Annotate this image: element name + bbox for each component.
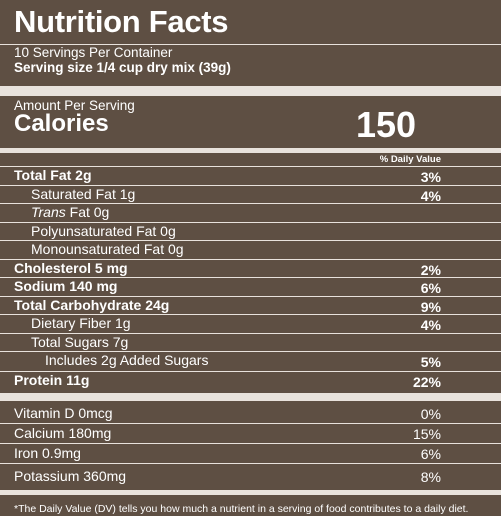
nutrient-dv: 22% bbox=[412, 374, 441, 390]
vitamin-row-iron: Iron 0.9mg 6% bbox=[0, 443, 501, 463]
calories-row: Calories 150 bbox=[0, 104, 501, 145]
nutrient-row-cholesterol: Cholesterol 5 mg 2% bbox=[0, 258, 501, 278]
daily-value-header: % Daily Value bbox=[379, 154, 441, 165]
nutrient-row-dietary-fiber: Dietary Fiber 1g 4% bbox=[0, 314, 501, 333]
nutrient-dv: 2% bbox=[420, 261, 441, 278]
nutrient-name: Dietary Fiber 1g bbox=[31, 315, 131, 331]
nutrient-row-added-sugars: Includes 2g Added Sugars 5% bbox=[0, 351, 501, 371]
nutrient-name: Protein 11g bbox=[14, 372, 90, 388]
nutrient-name: Total Sugars 7g bbox=[31, 333, 129, 350]
protein-divider bbox=[0, 393, 501, 401]
thick-divider bbox=[0, 86, 501, 96]
nutrient-row-total-fat: Total Fat 2g 3% bbox=[0, 166, 501, 185]
calories-label: Calories bbox=[14, 110, 109, 137]
trans-italic: Trans bbox=[31, 204, 66, 220]
daily-value-footnote: *The Daily Value (DV) tells you how much… bbox=[14, 503, 469, 528]
title-divider bbox=[0, 44, 501, 45]
vitamin-dv: 6% bbox=[420, 446, 441, 462]
nutrient-name: Cholesterol 5 mg bbox=[14, 259, 128, 276]
vitamin-row-calcium: Calcium 180mg 15% bbox=[0, 423, 501, 443]
vitamin-name: Potassium 360mg bbox=[14, 468, 127, 484]
nutrient-dv: 5% bbox=[420, 354, 441, 370]
vitamin-dv: 8% bbox=[420, 469, 441, 485]
nutrient-row-saturated-fat: Saturated Fat 1g 4% bbox=[0, 184, 501, 204]
vitamins-section: Vitamin D 0mcg 0% Calcium 180mg 15% Iron… bbox=[0, 404, 501, 488]
servings-per-container: 10 Servings Per Container bbox=[14, 45, 173, 60]
nutrient-name: Trans Fat 0g bbox=[31, 204, 109, 221]
nutrient-name: Total Carbohydrate 24g bbox=[14, 296, 170, 313]
calories-divider bbox=[0, 148, 501, 153]
nutrient-name: Total Fat 2g bbox=[14, 167, 92, 183]
nutrient-dv: 9% bbox=[420, 298, 441, 315]
nutrient-row-total-carbohydrate: Total Carbohydrate 24g 9% bbox=[0, 295, 501, 315]
nutrient-dv: 3% bbox=[420, 169, 441, 185]
nutrient-row-protein: Protein 11g 22% bbox=[0, 371, 501, 391]
nutrient-row-polyunsaturated-fat: Polyunsaturated Fat 0g bbox=[0, 221, 501, 241]
nutrient-dv: 6% bbox=[420, 280, 441, 296]
trans-rest: Fat 0g bbox=[65, 204, 110, 220]
vitamin-name: Iron 0.9mg bbox=[14, 445, 81, 461]
vitamin-dv: 0% bbox=[420, 406, 441, 422]
nutrient-name: Saturated Fat 1g bbox=[31, 185, 136, 202]
vitamin-row-vitamin-d: Vitamin D 0mcg 0% bbox=[0, 404, 501, 423]
serving-size: Serving size 1/4 cup dry mix (39g) bbox=[14, 60, 231, 75]
label-title: Nutrition Facts bbox=[14, 4, 229, 39]
nutrient-dv: 4% bbox=[420, 317, 441, 333]
nutrient-row-monounsaturated-fat: Monounsaturated Fat 0g bbox=[0, 240, 501, 259]
nutrient-row-total-sugars: Total Sugars 7g bbox=[0, 332, 501, 352]
nutrition-facts-label: Nutrition Facts 10 Servings Per Containe… bbox=[0, 0, 501, 516]
vitamin-row-potassium: Potassium 360mg 8% bbox=[0, 463, 501, 488]
calories-value: 150 bbox=[356, 104, 417, 145]
nutrient-row-sodium: Sodium 140 mg 6% bbox=[0, 277, 501, 296]
nutrient-name: Sodium 140 mg bbox=[14, 278, 118, 294]
nutrient-name: Monounsaturated Fat 0g bbox=[31, 241, 184, 257]
nutrient-row-trans-fat: Trans Fat 0g bbox=[0, 203, 501, 222]
vitamin-dv: 15% bbox=[412, 426, 441, 442]
nutrient-name: Includes 2g Added Sugars bbox=[45, 352, 209, 368]
nutrient-dv: 4% bbox=[420, 187, 441, 204]
vitamin-name: Calcium 180mg bbox=[14, 425, 112, 441]
footnote-divider bbox=[0, 490, 501, 495]
nutrient-name: Polyunsaturated Fat 0g bbox=[31, 222, 176, 239]
vitamin-name: Vitamin D 0mcg bbox=[14, 405, 113, 421]
amount-per-serving: Amount Per Serving bbox=[14, 98, 135, 113]
